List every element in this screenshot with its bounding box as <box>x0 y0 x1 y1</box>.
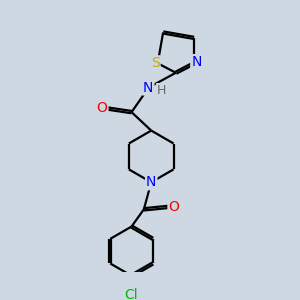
Text: Cl: Cl <box>125 288 138 300</box>
Text: O: O <box>168 200 179 214</box>
Text: O: O <box>97 101 107 116</box>
Text: N: N <box>146 175 156 189</box>
Text: N: N <box>191 55 202 69</box>
Text: S: S <box>151 56 160 70</box>
Text: H: H <box>157 84 166 97</box>
Text: N: N <box>143 80 154 94</box>
